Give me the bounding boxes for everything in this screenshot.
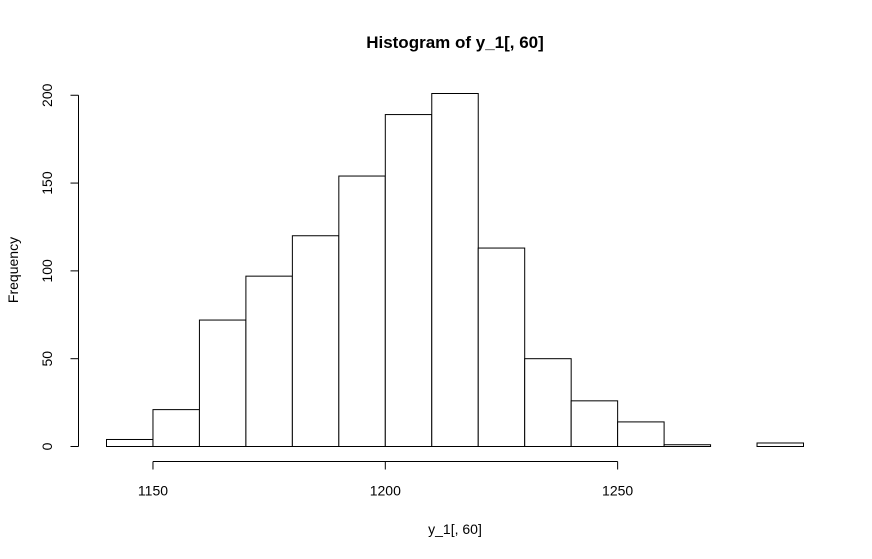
histogram-bar bbox=[106, 438, 154, 448]
histogram-bar bbox=[384, 114, 433, 447]
x-tick-label: 1250 bbox=[602, 483, 633, 499]
histogram-bar bbox=[477, 247, 526, 447]
histogram-bar bbox=[152, 409, 200, 447]
histogram-bar bbox=[338, 175, 386, 447]
histogram-bar bbox=[617, 421, 665, 448]
y-tick-label: 100 bbox=[39, 259, 55, 283]
y-axis: 0 50 100 150 200 bbox=[39, 83, 79, 450]
chart-title: Histogram of y_1[, 60] bbox=[366, 33, 544, 52]
histogram-bar bbox=[570, 400, 619, 447]
bars-group bbox=[106, 93, 805, 448]
x-axis-label: y_1[, 60] bbox=[428, 521, 482, 537]
x-tick-label: 1150 bbox=[138, 483, 168, 499]
x-axis: 1150 1200 1250 bbox=[138, 461, 633, 499]
histogram-bar bbox=[756, 442, 805, 447]
histogram-bar bbox=[245, 275, 293, 447]
histogram-bar bbox=[198, 319, 247, 447]
histogram-bar bbox=[663, 444, 712, 447]
x-tick-label: 1200 bbox=[370, 483, 401, 499]
y-axis-label: Frequency bbox=[5, 237, 21, 303]
histogram-bar bbox=[524, 358, 572, 447]
y-tick-label: 50 bbox=[39, 351, 55, 367]
y-tick-label: 200 bbox=[39, 83, 55, 107]
y-tick-label: 150 bbox=[39, 171, 55, 195]
histogram-bar bbox=[431, 93, 479, 447]
histogram-bar bbox=[291, 235, 340, 447]
y-tick-label: 0 bbox=[39, 442, 55, 450]
